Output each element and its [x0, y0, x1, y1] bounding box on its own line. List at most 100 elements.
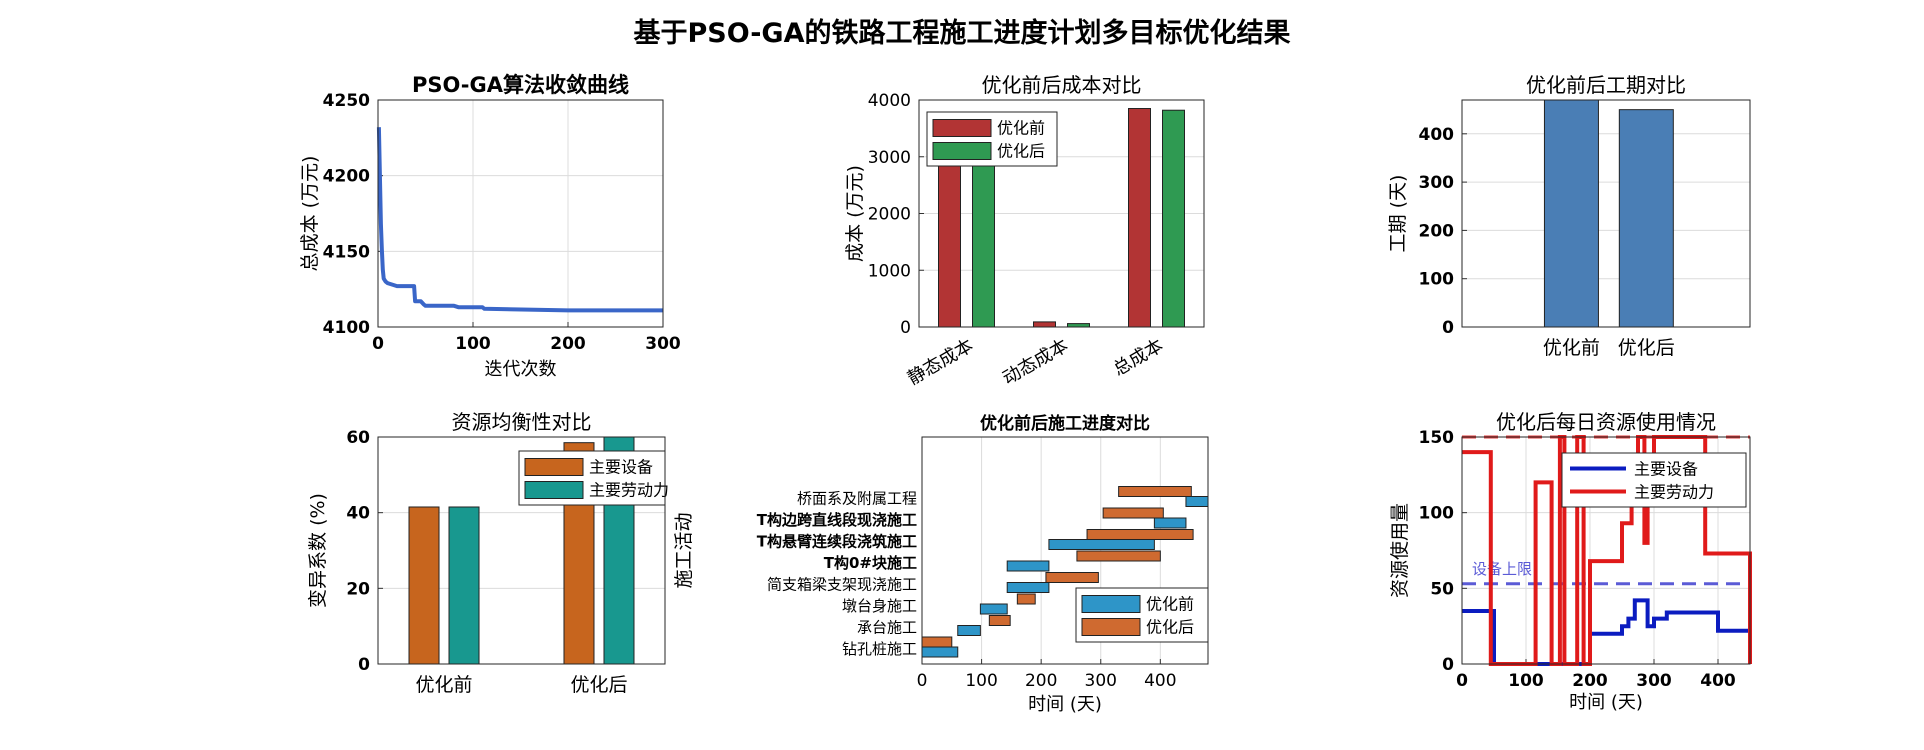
y-tick-label: 0	[1442, 318, 1454, 338]
gantt-bar-优化后	[1045, 572, 1099, 583]
y-tick-label: 60	[346, 428, 370, 448]
bar-主要设备	[408, 506, 440, 665]
x-tick-label: 300	[1636, 671, 1672, 691]
activity-label: T构0#块施工	[824, 554, 917, 572]
chart-title: 优化前后成本对比	[982, 73, 1142, 97]
y-tick-label: 300	[1419, 173, 1455, 193]
x-tick-label: 优化前	[416, 674, 473, 696]
x-tick-label: 0	[917, 671, 928, 691]
legend-swatch	[524, 481, 584, 499]
gantt-bar-优化后	[988, 615, 1011, 626]
activity-label: 承台施工	[857, 619, 917, 637]
y-tick-label: 4000	[868, 91, 911, 111]
axes-frame	[921, 436, 1209, 665]
x-tick-label: 400	[1700, 671, 1736, 691]
y-axis-label: 资源使用量	[1389, 503, 1411, 598]
bar-主要劳动力	[448, 506, 480, 665]
x-tick-label: 动态成本	[999, 335, 1072, 389]
gantt-bar-优化后	[1118, 486, 1192, 497]
x-tick-label: 200	[550, 334, 586, 354]
y-tick-label: 40	[346, 504, 370, 524]
gantt-bar-优化后	[1076, 550, 1161, 562]
gantt-bar-优化后	[1102, 507, 1164, 519]
x-tick-label: 静态成本	[904, 335, 977, 389]
bar-优化后	[1067, 323, 1090, 328]
y-tick-label: 100	[1419, 270, 1455, 290]
x-tick-label: 100	[455, 334, 491, 354]
legend-label: 优化后	[997, 142, 1045, 161]
x-tick-label: 0	[372, 334, 384, 354]
y-tick-label: 3000	[868, 148, 911, 168]
activity-label: 墩台身施工	[842, 597, 917, 615]
x-tick-label: 总成本	[1110, 335, 1167, 380]
y-tick-label: 4100	[323, 318, 370, 338]
x-tick-label: 优化前	[1543, 337, 1600, 359]
y-tick-label: 4200	[323, 167, 370, 187]
gantt-bar-优化前	[1185, 496, 1209, 507]
gantt-bar-优化前	[1048, 539, 1155, 550]
activity-label: T构边跨直线段现浇施工	[757, 511, 917, 529]
y-axis-label: 总成本 (万元)	[299, 156, 321, 272]
gantt-bar-优化后	[1016, 593, 1036, 605]
y-tick-label: 2000	[868, 205, 911, 225]
legend-label: 优化前	[997, 119, 1045, 138]
axes-frame	[377, 99, 664, 328]
gantt-bar-优化前	[1006, 582, 1050, 593]
x-axis-label: 时间 (天)	[1028, 694, 1102, 715]
legend-swatch	[524, 458, 584, 476]
chart-title: PSO-GA算法收敛曲线	[412, 73, 629, 97]
y-tick-label: 4250	[323, 91, 370, 111]
y-tick-label: 0	[358, 655, 370, 675]
x-tick-label: 优化后	[570, 674, 627, 696]
gantt-bar-优化后	[921, 636, 953, 648]
legend-label: 主要设备	[1634, 460, 1698, 479]
legend-swatch	[1081, 618, 1141, 636]
legend-swatch	[1081, 595, 1141, 613]
legend-label: 优化后	[1146, 618, 1194, 637]
y-tick-label: 20	[346, 579, 370, 599]
x-tick-label: 400	[1144, 671, 1176, 691]
gantt-bar-优化前	[921, 646, 959, 658]
limit-annotation: 设备上限	[1472, 560, 1532, 578]
gantt-bar-优化前	[1153, 517, 1187, 529]
activity-label: 简支箱梁支架现浇施工	[767, 576, 917, 594]
y-axis-label: 变异系数 (%)	[307, 493, 329, 608]
x-tick-label: 300	[645, 334, 681, 354]
legend-label: 主要设备	[589, 458, 653, 477]
legend-swatch	[932, 119, 992, 137]
y-tick-label: 1000	[868, 261, 911, 281]
y-tick-label: 0	[1442, 655, 1454, 675]
bar-优化后	[1162, 109, 1185, 328]
x-tick-label: 200	[1572, 671, 1608, 691]
x-tick-label: 100	[1508, 671, 1544, 691]
x-axis-label: 时间 (天)	[1569, 692, 1643, 713]
plot-area	[1462, 100, 1750, 327]
chart-title: 优化前后施工进度对比	[980, 413, 1150, 434]
figure-title: 基于PSO-GA的铁路工程施工进度计划多目标优化结果	[634, 17, 1291, 49]
bar-优化前	[1128, 108, 1151, 328]
legend-label: 优化前	[1146, 595, 1194, 614]
x-axis-label: 迭代次数	[485, 359, 557, 380]
axes-frame	[918, 99, 1205, 328]
x-tick-label: 300	[1085, 671, 1117, 691]
y-tick-label: 150	[1419, 428, 1455, 448]
bar-duration	[1543, 99, 1599, 328]
legend-label: 主要劳动力	[1634, 483, 1714, 502]
y-tick-label: 4150	[323, 242, 370, 262]
x-tick-label: 200	[1025, 671, 1057, 691]
y-tick-label: 200	[1419, 221, 1455, 241]
y-axis-label: 施工活动	[673, 512, 695, 588]
gantt-bar-优化前	[957, 625, 981, 636]
chart-title: 资源均衡性对比	[452, 410, 592, 434]
legend-swatch	[932, 142, 992, 160]
gantt-bar-优化前	[979, 603, 1008, 615]
x-tick-label: 优化后	[1618, 337, 1675, 359]
chart-title: 优化前后工期对比	[1526, 73, 1686, 97]
plot-area	[378, 100, 663, 327]
y-axis-label: 工期 (天)	[1387, 175, 1409, 253]
